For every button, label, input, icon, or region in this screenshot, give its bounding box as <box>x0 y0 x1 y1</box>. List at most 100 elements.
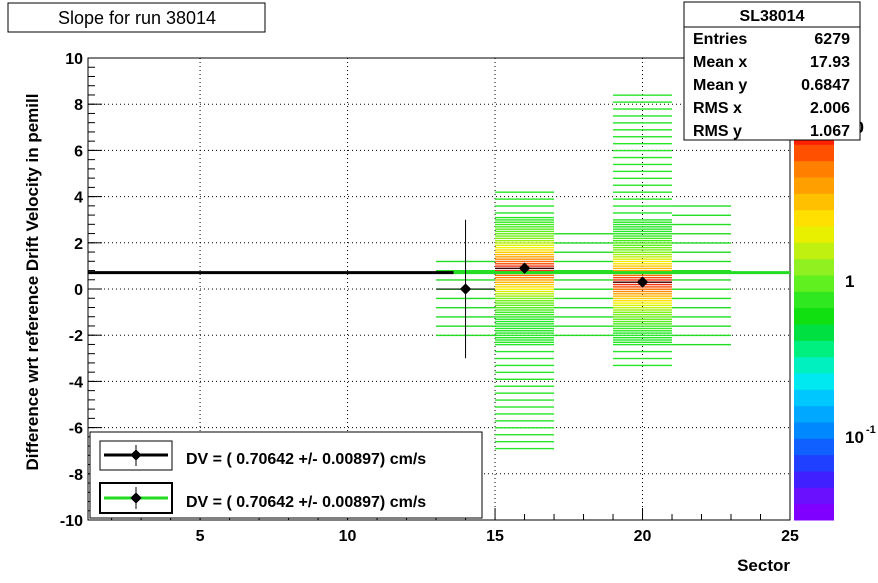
heatmap-cell <box>672 279 732 281</box>
heatmap-cell <box>495 304 555 307</box>
heatmap-cell <box>495 434 555 436</box>
heatmap-cell <box>554 297 614 300</box>
heatmap-cell <box>613 260 673 263</box>
heatmap-cell <box>613 270 673 272</box>
y-tick-label: 10 <box>65 51 83 68</box>
heatmap-cell <box>613 311 673 313</box>
palette-band <box>794 471 834 488</box>
y-tick-label: 6 <box>74 143 83 160</box>
heatmap-cell <box>613 290 673 293</box>
y-tick-label: 0 <box>74 282 83 299</box>
heatmap-cell <box>495 216 555 219</box>
heatmap-cell <box>613 300 673 302</box>
heatmap-cell <box>554 242 614 244</box>
y-tick-label: 8 <box>74 97 83 114</box>
legend-entry-green: DV = ( 0.70642 +/- 0.00897) cm/s <box>99 482 426 514</box>
grid <box>88 58 791 520</box>
stats-value-rms-y: 1.067 <box>810 123 850 140</box>
heatmap-cell <box>613 156 673 159</box>
data-point <box>636 276 649 288</box>
heatmap-cell <box>495 309 555 311</box>
heatmap-cell <box>495 341 555 344</box>
heatmap-cell <box>495 297 555 300</box>
heatmap-cell <box>613 212 673 214</box>
y-axis-label: Difference wrt reference Drift Velocity … <box>23 94 42 471</box>
heatmap-cell <box>495 339 555 341</box>
heatmap-cell <box>613 221 673 223</box>
heatmap-cell <box>495 325 555 327</box>
heatmap-cell <box>613 330 673 332</box>
heatmap-cell <box>495 350 555 353</box>
palette-label-low: 10 <box>845 428 864 447</box>
palette-label-mid: 1 <box>845 272 854 291</box>
palette-band <box>794 454 834 472</box>
heatmap-cell <box>495 283 555 286</box>
palette-band <box>794 275 834 292</box>
palette-band <box>794 307 834 325</box>
heatmap-cell <box>554 306 614 309</box>
heatmap-cell <box>613 337 673 339</box>
stats-label-rms-x: RMS x <box>693 100 742 117</box>
heatmap-cell <box>613 274 673 277</box>
heatmap-cell <box>613 242 673 244</box>
heatmap-cell <box>613 170 673 173</box>
title-box: Slope for run 38014 <box>7 2 266 33</box>
heatmap-cell <box>495 212 555 214</box>
heatmap-cell <box>495 427 555 429</box>
heatmap-cell <box>495 290 555 293</box>
heatmap-cell <box>613 267 673 270</box>
heatmap-cell <box>554 334 614 337</box>
heatmap-cell <box>495 316 555 318</box>
y-tick-label: -10 <box>60 513 83 530</box>
heatmap-cell <box>613 306 673 309</box>
heatmap-cell <box>613 263 673 265</box>
heatmap-cell <box>495 251 555 253</box>
heatmap-cell <box>495 198 555 200</box>
heatmap-cell <box>495 279 555 281</box>
heatmap-cell <box>495 288 555 290</box>
heatmap-cell <box>672 251 732 253</box>
palette-band <box>794 209 834 227</box>
heatmap-cell <box>613 233 673 235</box>
heatmap-cell <box>495 330 555 332</box>
heatmap-cell <box>672 306 732 309</box>
heatmap-cell <box>495 406 555 408</box>
heatmap-cell <box>613 253 673 256</box>
heatmap-cell <box>613 251 673 253</box>
heatmap-cell <box>613 309 673 311</box>
heatmap-cell <box>613 219 673 221</box>
stats-label-entries: Entries <box>693 31 747 48</box>
chart-title: Slope for run 38014 <box>58 8 216 28</box>
heatmap-cell <box>495 256 555 258</box>
heatmap-cell <box>613 343 673 346</box>
palette-band <box>794 226 834 243</box>
heatmap-cell <box>613 149 673 152</box>
data-point <box>518 262 531 274</box>
heatmap-cell <box>613 228 673 230</box>
heatmap-cell <box>495 223 555 226</box>
palette-band <box>794 340 834 358</box>
heatmap-cell <box>554 316 614 318</box>
heatmap-cell <box>613 316 673 318</box>
heatmap-cell <box>613 313 673 316</box>
heatmap-cell <box>495 281 555 283</box>
legend-entry-black: DV = ( 0.70642 +/- 0.00897) cm/s <box>99 440 426 471</box>
heatmap-cell <box>613 357 673 360</box>
palette-band <box>794 389 834 407</box>
heatmap-cell <box>495 242 555 244</box>
heatmap-cell <box>495 327 555 330</box>
stats-title: SL38014 <box>740 8 805 25</box>
palette-band <box>794 487 834 505</box>
heatmap-cell <box>495 332 555 334</box>
heatmap-cell <box>613 258 673 260</box>
heatmap-cell <box>495 286 555 288</box>
heatmap-cell <box>495 323 555 325</box>
x-tick-label: 15 <box>486 528 504 545</box>
palette-band <box>794 356 834 374</box>
heatmap-cell <box>495 371 555 374</box>
heatmap-cell <box>672 205 732 207</box>
palette-band <box>794 177 834 194</box>
heatmap-cell <box>495 226 555 228</box>
palette-band <box>794 373 834 390</box>
heatmap-cell <box>613 136 673 138</box>
